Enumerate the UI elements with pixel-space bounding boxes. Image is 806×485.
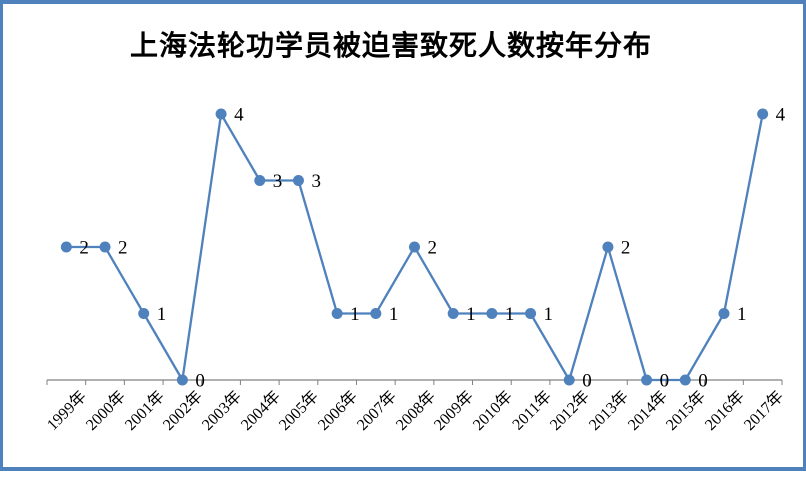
data-point-label: 0 bbox=[660, 371, 670, 392]
data-point-marker bbox=[99, 241, 111, 253]
data-point-marker bbox=[447, 308, 459, 319]
data-point-label: 4 bbox=[776, 105, 786, 126]
chart-title: 上海法轮功学员被迫害致死人数按年分布 bbox=[129, 31, 652, 62]
data-point-marker bbox=[525, 308, 537, 319]
data-point-marker bbox=[563, 374, 575, 386]
data-point-label: 2 bbox=[79, 238, 89, 259]
data-point-label: 0 bbox=[195, 371, 205, 392]
data-point-marker bbox=[370, 308, 382, 319]
data-point-marker bbox=[331, 308, 343, 319]
data-point-marker bbox=[602, 241, 614, 253]
data-point-marker bbox=[718, 308, 730, 319]
data-point-label: 2 bbox=[428, 238, 438, 259]
data-point-label: 1 bbox=[350, 304, 360, 325]
data-point-label: 0 bbox=[698, 371, 708, 392]
data-point-marker bbox=[176, 374, 188, 386]
data-point-marker bbox=[641, 374, 653, 386]
data-point-marker bbox=[60, 241, 72, 253]
data-point-marker bbox=[409, 241, 420, 253]
data-point-label: 1 bbox=[466, 304, 476, 325]
data-point-label: 3 bbox=[273, 171, 283, 192]
data-point-label: 1 bbox=[157, 304, 167, 325]
data-point-label: 1 bbox=[737, 304, 747, 325]
data-point-label: 1 bbox=[389, 304, 399, 325]
data-point-marker bbox=[254, 175, 266, 186]
data-point-marker bbox=[292, 175, 304, 186]
data-point-marker bbox=[215, 108, 227, 120]
data-point-label: 0 bbox=[582, 371, 592, 392]
data-point-marker bbox=[486, 308, 498, 319]
data-point-label: 1 bbox=[505, 304, 515, 325]
data-point-marker bbox=[138, 308, 150, 319]
data-point-marker bbox=[679, 374, 691, 386]
line-chart-plot-area: 2 2 1 0 4 3 3 1 1 2 1 1 1 0 2 0 0 1 4 bbox=[46, 105, 786, 392]
data-point-marker bbox=[757, 108, 769, 120]
data-point-label: 4 bbox=[234, 105, 244, 126]
chart-window: 上海法轮功学员被迫害致死人数按年分布 2 2 1 0 4 3 3 1 1 2 1 1 1 0 2 0 0 1 4 1… bbox=[0, 0, 806, 471]
data-point-label: 2 bbox=[118, 238, 128, 259]
data-point-label: 3 bbox=[311, 171, 321, 192]
data-point-label: 1 bbox=[544, 304, 554, 325]
data-point-label: 2 bbox=[621, 238, 631, 259]
